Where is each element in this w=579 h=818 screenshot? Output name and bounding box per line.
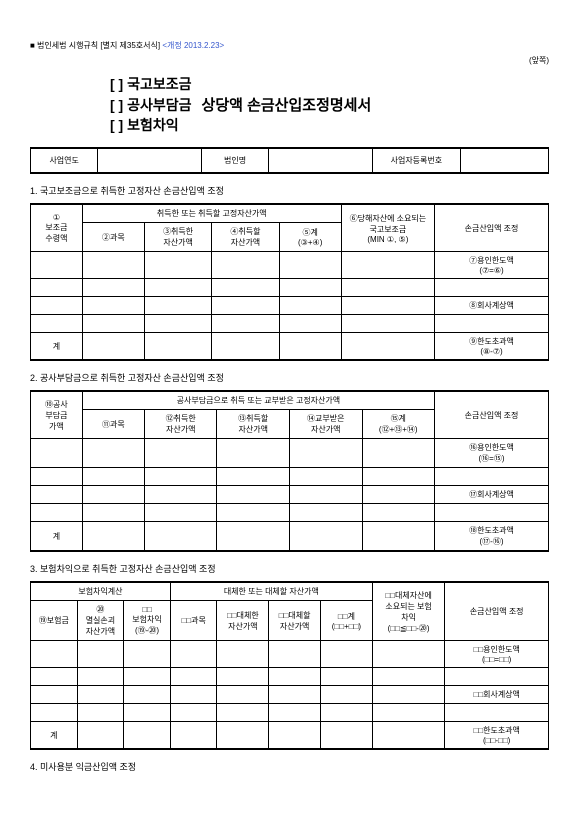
s2-h4: 손금산입액 조정 bbox=[435, 391, 549, 439]
s1-r3: ⑨한도초과액(⑧-⑦) bbox=[435, 333, 549, 361]
s3-r1: □□용인한도액(□□=□□) bbox=[445, 641, 549, 668]
header-blank3 bbox=[460, 148, 548, 173]
s3-s22: □□대체한자산가액 bbox=[217, 601, 269, 641]
section2-title: 2. 공사부담금으로 취득한 고정자산 손금산입액 조정 bbox=[30, 371, 549, 384]
s3-s23: □□대체할자산가액 bbox=[269, 601, 321, 641]
s2-h1: ⑩공사부담금가액 bbox=[31, 391, 83, 439]
section1-table: ①보조금수령액 취득한 또는 취득할 고정자산가액 ⑥당해자산에 소요되는국고보… bbox=[30, 203, 549, 361]
s3-s24: □□계(□□+□□) bbox=[321, 601, 373, 641]
s3-s13: □□보험차익(⑲-⑳) bbox=[124, 601, 171, 641]
s3-h1d: 손금산입액 조정 bbox=[445, 582, 549, 641]
s1-sum: 계 bbox=[31, 333, 83, 361]
section2-table: ⑩공사부담금가액 공사부담금으로 취득 또는 교부받은 고정자산가액 손금산입액… bbox=[30, 390, 549, 552]
s2-sub3: ⑬취득할자산가액 bbox=[217, 410, 290, 439]
s1-r2: ⑧회사계상액 bbox=[435, 297, 549, 315]
header-table: 사업연도 법인명 사업자등록번호 bbox=[30, 147, 549, 174]
section3-table: 보험차익계산 대체한 또는 대체할 자산가액 □□대체자산에소요되는 보험차익(… bbox=[30, 581, 549, 750]
s1-h4: 손금산입액 조정 bbox=[435, 204, 549, 252]
s2-h2: 공사부담금으로 취득 또는 교부받은 고정자산가액 bbox=[82, 391, 434, 410]
s1-r1: ⑦용인한도액(⑦=⑥) bbox=[435, 252, 549, 279]
s2-r1: ⑯용인한도액(⑯=⑮) bbox=[435, 439, 549, 468]
header-col3: 사업자등록번호 bbox=[372, 148, 460, 173]
section4-title: 4. 미사용분 익금산입액 조정 bbox=[30, 760, 549, 773]
header-col1: 사업연도 bbox=[31, 148, 98, 173]
s1-sub2: ③취득한자산가액 bbox=[144, 223, 211, 252]
regulation-blue: <개정 2013.2.23> bbox=[162, 41, 224, 50]
s2-r3: ⑱한도초과액(⑰-⑯) bbox=[435, 522, 549, 552]
s2-sub5: ⑮계(⑫+⑬+⑭) bbox=[362, 410, 435, 439]
s3-s11: ⑲보험금 bbox=[31, 601, 78, 641]
regulation-prefix: ■ 법인세법 시행규칙 [별지 제35호서식] bbox=[30, 41, 160, 50]
bracket-item-1: [ ] 국고보조금 bbox=[110, 74, 371, 94]
s1-sub4: ⑤계(③+④) bbox=[279, 223, 341, 252]
header-blank1 bbox=[98, 148, 202, 173]
s3-r3: □□한도초과액(□□-□□) bbox=[445, 722, 549, 750]
title-block: [ ] 국고보조금 [ ] 공사부담금 상당액 손금산입조정명세서 [ ] 보험… bbox=[110, 74, 549, 135]
s2-sum: 계 bbox=[31, 522, 83, 552]
s1-h2: 취득한 또는 취득할 고정자산가액 bbox=[82, 204, 341, 223]
s2-r2: ⑰회사계상액 bbox=[435, 486, 549, 504]
s2-sub1: ⑪과목 bbox=[82, 410, 144, 439]
s3-h1b: 대체한 또는 대체할 자산가액 bbox=[170, 582, 372, 601]
section1-title: 1. 국고보조금으로 취득한 고정자산 손금산입액 조정 bbox=[30, 184, 549, 197]
main-title: 상당액 손금산입조정명세서 bbox=[202, 94, 372, 115]
s1-h3: ⑥당해자산에 소요되는국고보조금(MIN ①, ⑤) bbox=[341, 204, 434, 252]
s1-sub3: ④취득할자산가액 bbox=[212, 223, 279, 252]
s1-sub1: ②과목 bbox=[82, 223, 144, 252]
page-side: (앞쪽) bbox=[30, 55, 549, 66]
bracket-item-2: [ ] 공사부담금 bbox=[110, 95, 192, 115]
s3-s12: ⑳멸실손괴자산가액 bbox=[77, 601, 124, 641]
s1-h1: ①보조금수령액 bbox=[31, 204, 83, 252]
s2-sub2: ⑫취득한자산가액 bbox=[144, 410, 217, 439]
s2-sub4: ⑭교부받은자산가액 bbox=[289, 410, 362, 439]
regulation-line: ■ 법인세법 시행규칙 [별지 제35호서식] <개정 2013.2.23> bbox=[30, 40, 549, 51]
s3-s21: □□과목 bbox=[170, 601, 217, 641]
s3-h1c: □□대체자산에소요되는 보험차익(□□≦□□-⑳) bbox=[372, 582, 445, 641]
s3-sum: 계 bbox=[31, 722, 78, 750]
s3-h1a: 보험차익계산 bbox=[31, 582, 171, 601]
section3-title: 3. 보험차익으로 취득한 고정자산 손금산입액 조정 bbox=[30, 562, 549, 575]
header-col2: 법인명 bbox=[201, 148, 268, 173]
header-blank2 bbox=[269, 148, 373, 173]
s3-r2: □□회사계상액 bbox=[445, 686, 549, 704]
bracket-item-3: [ ] 보험차익 bbox=[110, 115, 371, 135]
